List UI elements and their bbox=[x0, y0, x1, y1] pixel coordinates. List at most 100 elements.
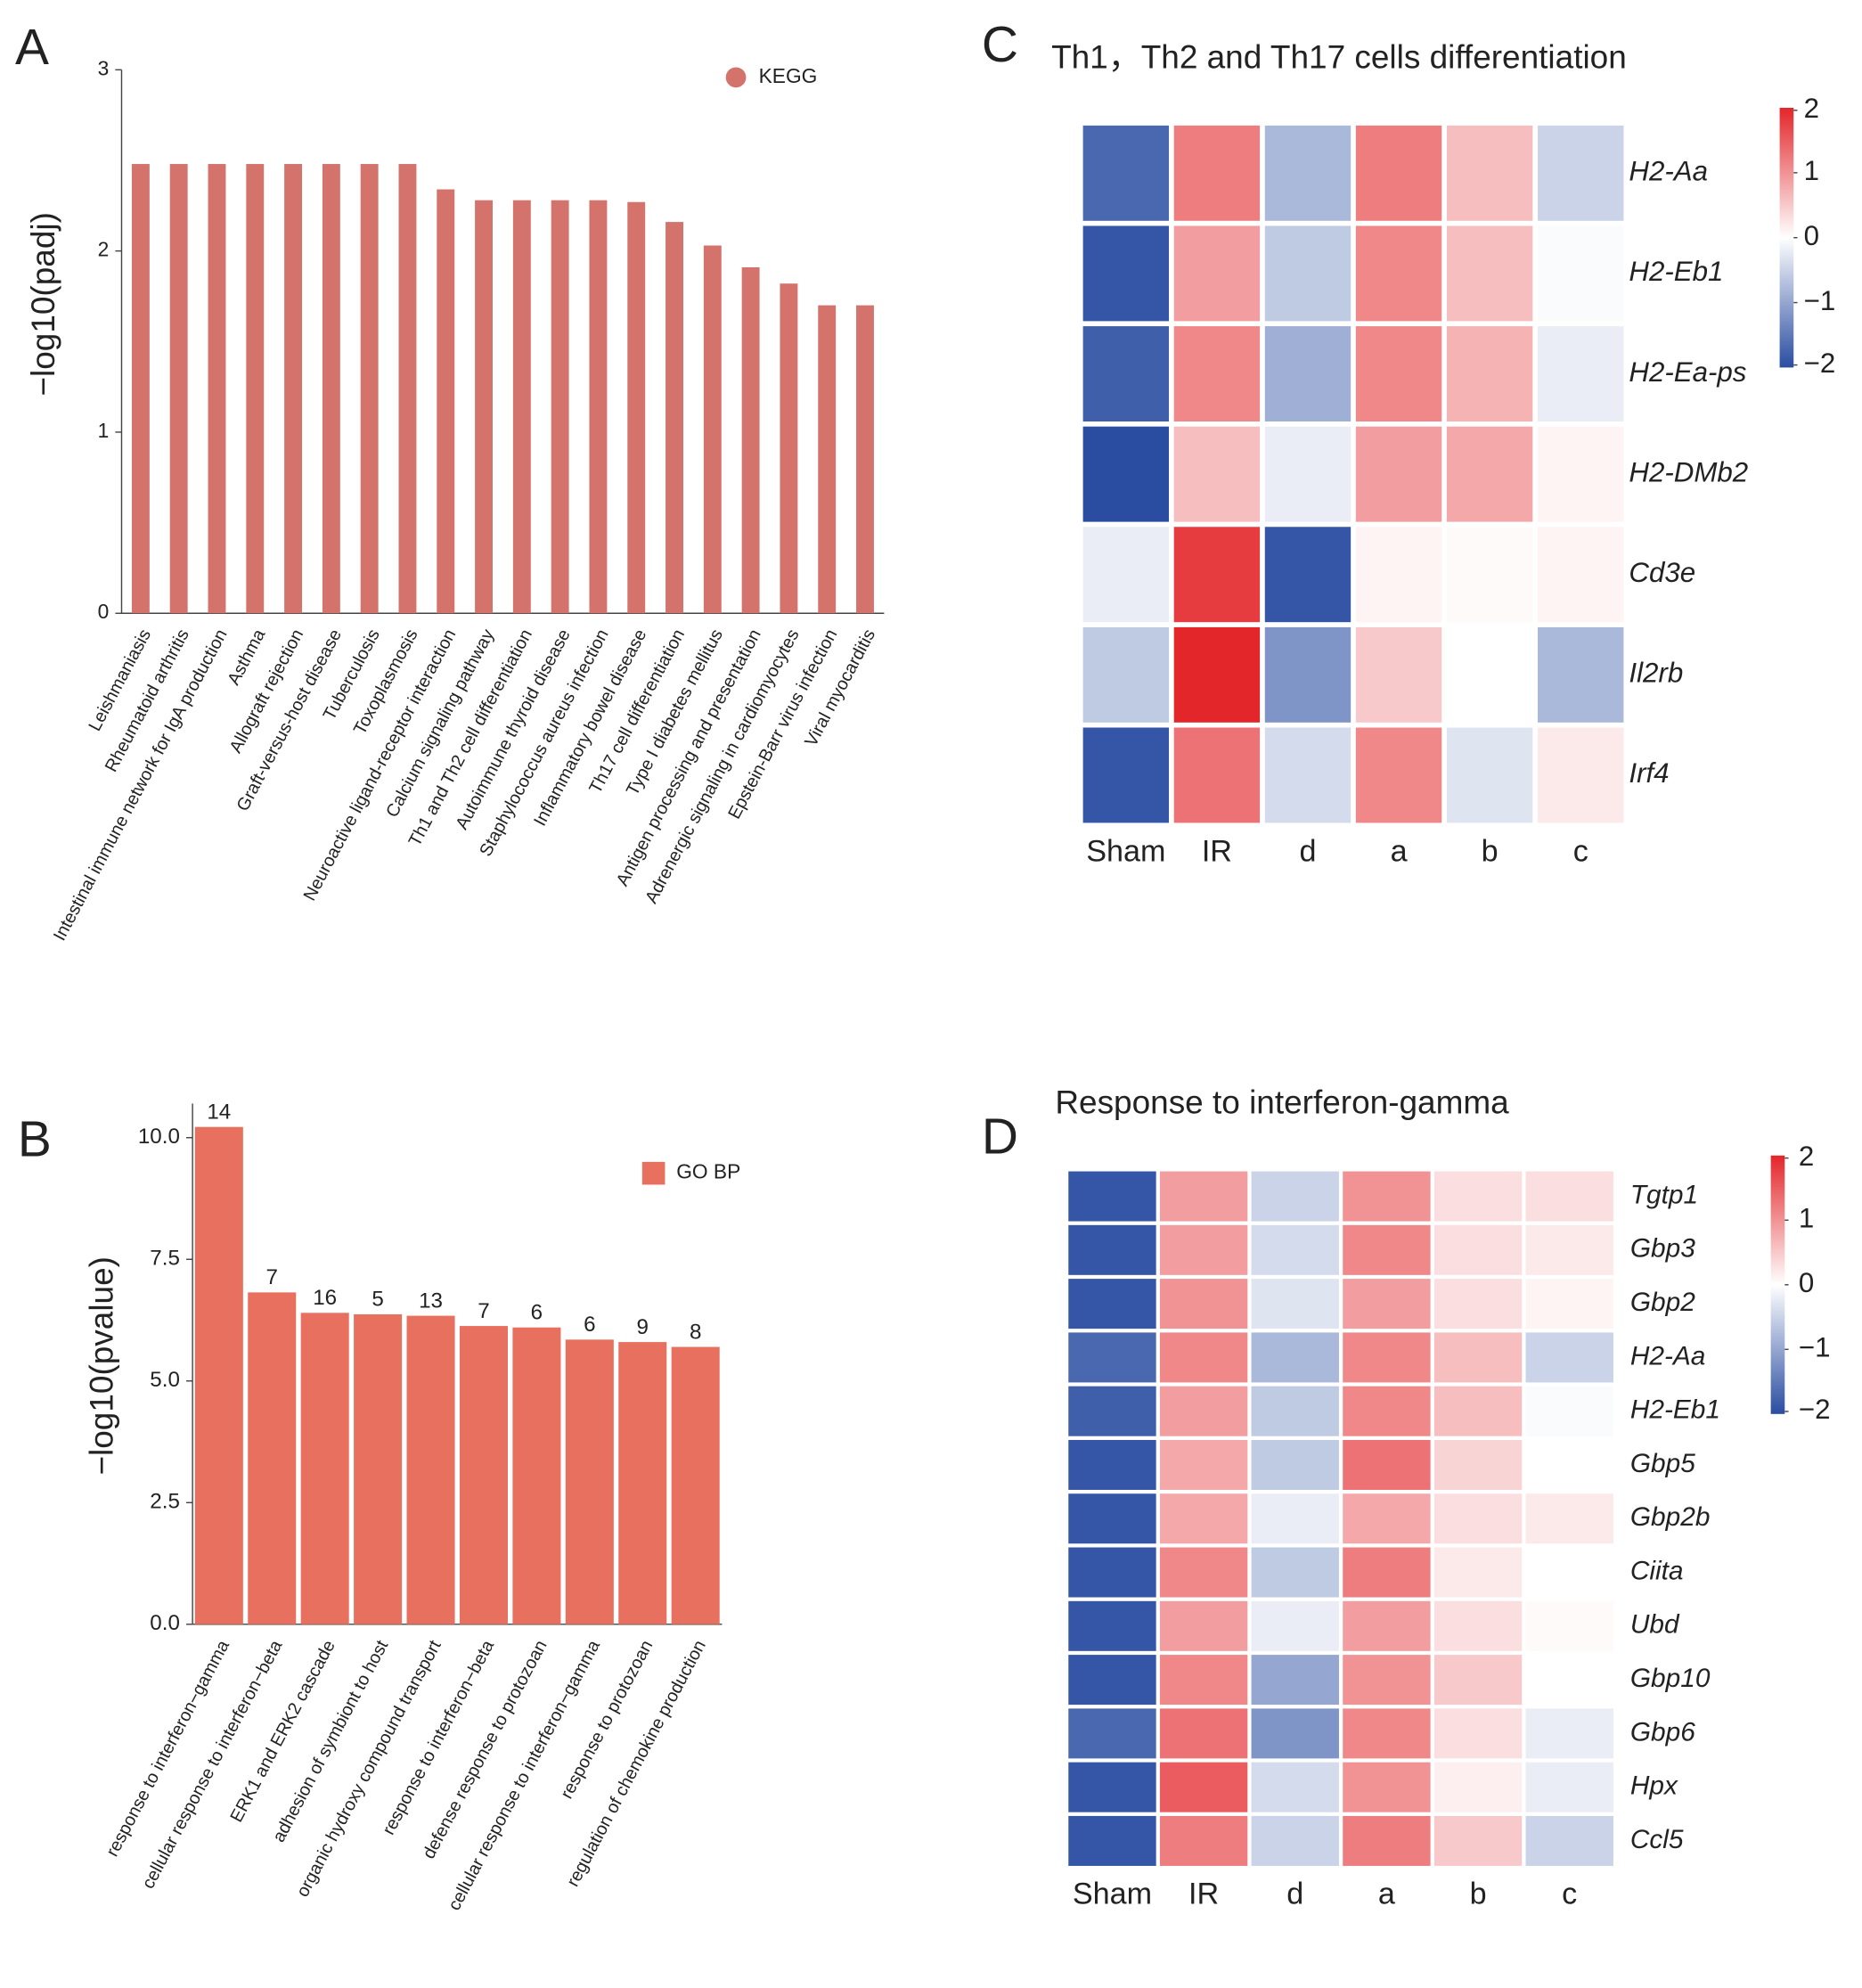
bar bbox=[131, 164, 150, 614]
row-label: Gbp2 bbox=[1630, 1288, 1695, 1317]
colorbar bbox=[1779, 107, 1794, 368]
heatmap-cell bbox=[1068, 1224, 1156, 1275]
heatmap-cell bbox=[1525, 1493, 1613, 1544]
heatmap-cell bbox=[1159, 1762, 1248, 1812]
panel-letter: B bbox=[18, 1112, 52, 1168]
heatmap-cell bbox=[1251, 1439, 1339, 1490]
heatmap-cell bbox=[1525, 1708, 1613, 1759]
heatmap-cell bbox=[1264, 626, 1352, 723]
column-label: a bbox=[1391, 835, 1408, 869]
heatmap-cell bbox=[1355, 326, 1442, 422]
bar bbox=[475, 200, 493, 614]
column-label: Sham bbox=[1086, 835, 1165, 869]
y-axis-label: −log10(padj) bbox=[25, 212, 61, 396]
heatmap-cell bbox=[1068, 1600, 1156, 1651]
heatmap-cell bbox=[1264, 225, 1352, 322]
heatmap-cell bbox=[1433, 1655, 1523, 1706]
bar bbox=[169, 164, 188, 614]
heatmap-cell bbox=[1264, 527, 1352, 623]
y-tick-label: 5.0 bbox=[150, 1368, 180, 1392]
heatmap-cell bbox=[1433, 1493, 1523, 1544]
heatmap-cell bbox=[1433, 1279, 1523, 1329]
row-label: Ccl5 bbox=[1630, 1825, 1684, 1854]
count-label: 13 bbox=[419, 1289, 443, 1313]
heatmap-cell bbox=[1446, 125, 1533, 221]
y-axis-label: −log10(pvalue) bbox=[83, 1256, 119, 1476]
row-label: Gbp6 bbox=[1630, 1717, 1695, 1747]
heatmap-cell bbox=[1355, 225, 1442, 322]
column-label: d bbox=[1299, 835, 1316, 869]
row-label: Gbp2b bbox=[1630, 1502, 1711, 1532]
bar bbox=[459, 1326, 508, 1624]
heatmap-cell bbox=[1433, 1332, 1523, 1383]
heatmap-cell bbox=[1355, 426, 1442, 522]
bar bbox=[565, 1339, 614, 1624]
bar bbox=[589, 200, 608, 614]
heatmap-cell bbox=[1173, 225, 1261, 322]
heatmap-cell bbox=[1343, 1762, 1431, 1812]
bar bbox=[741, 266, 760, 614]
row-label: H2-Ea-ps bbox=[1629, 356, 1746, 388]
heatmap-cell bbox=[1068, 1815, 1156, 1866]
y-tick-label: 2 bbox=[98, 238, 110, 261]
column-label: a bbox=[1378, 1877, 1395, 1910]
heatmap-cell bbox=[1525, 1547, 1613, 1598]
colorbar-tick-label: 0 bbox=[1804, 220, 1819, 251]
y-tick-label: 7.5 bbox=[150, 1247, 180, 1271]
bar bbox=[437, 189, 455, 614]
heatmap-cell bbox=[1446, 527, 1533, 623]
column-label: c bbox=[1562, 1877, 1577, 1910]
y-tick-label: 3 bbox=[98, 56, 110, 79]
heatmap-cell bbox=[1068, 1279, 1156, 1329]
heatmap-cell bbox=[1068, 1332, 1156, 1383]
colorbar-tick-label: 1 bbox=[1799, 1203, 1814, 1234]
heatmap-cell bbox=[1082, 326, 1170, 422]
heatmap-cell bbox=[1082, 125, 1170, 221]
chart-title: Response to interferon-gamma bbox=[1055, 1084, 1509, 1121]
colorbar-tick-label: 1 bbox=[1804, 155, 1819, 186]
bar bbox=[551, 200, 569, 614]
bar bbox=[208, 164, 226, 614]
bar bbox=[703, 245, 722, 614]
heatmap-cell bbox=[1159, 1655, 1248, 1706]
panel-letter: D bbox=[982, 1109, 1018, 1166]
heatmap-cell bbox=[1433, 1600, 1523, 1651]
heatmap-cell bbox=[1159, 1386, 1248, 1436]
heatmap-cell bbox=[1343, 1332, 1431, 1383]
heatmap-cell bbox=[1355, 527, 1442, 623]
bar bbox=[856, 305, 874, 614]
heatmap-cell bbox=[1433, 1762, 1523, 1812]
row-label: H2-Eb1 bbox=[1630, 1395, 1720, 1425]
heatmap-cell bbox=[1355, 727, 1442, 823]
heatmap-cell bbox=[1082, 727, 1170, 823]
chart-title: Th1，Th2 and Th17 cells differentiation bbox=[1051, 39, 1627, 76]
heatmap-cell bbox=[1538, 125, 1624, 221]
heatmap-cell bbox=[1173, 727, 1261, 823]
colorbar-tick-label: 2 bbox=[1799, 1141, 1814, 1172]
heatmap-cell bbox=[1251, 1279, 1339, 1329]
heatmap-cell bbox=[1159, 1815, 1248, 1866]
bar bbox=[322, 164, 340, 614]
heatmap-cell bbox=[1446, 426, 1533, 522]
heatmap-cell bbox=[1159, 1171, 1248, 1222]
bar bbox=[671, 1346, 720, 1624]
heatmap-cell bbox=[1251, 1171, 1339, 1222]
heatmap-cell bbox=[1433, 1171, 1523, 1222]
heatmap-cell bbox=[1251, 1386, 1339, 1436]
heatmap-cell bbox=[1173, 626, 1261, 723]
y-tick-label: 1 bbox=[98, 419, 110, 442]
row-label: Tgtp1 bbox=[1630, 1180, 1698, 1209]
bar bbox=[248, 1292, 297, 1624]
heatmap-cell bbox=[1173, 326, 1261, 422]
row-label: Hpx bbox=[1630, 1771, 1678, 1801]
bar bbox=[194, 1126, 243, 1624]
row-label: Gbp5 bbox=[1630, 1449, 1695, 1478]
colorbar-tick-label: −2 bbox=[1799, 1394, 1831, 1425]
bar bbox=[780, 283, 798, 614]
heatmap-cell bbox=[1446, 626, 1533, 723]
heatmap-cell bbox=[1525, 1224, 1613, 1275]
heatmap-cell bbox=[1264, 727, 1352, 823]
heatmap-cell bbox=[1082, 426, 1170, 522]
x-tick-label: ERK1 and ERK2 cascade bbox=[226, 1637, 339, 1825]
